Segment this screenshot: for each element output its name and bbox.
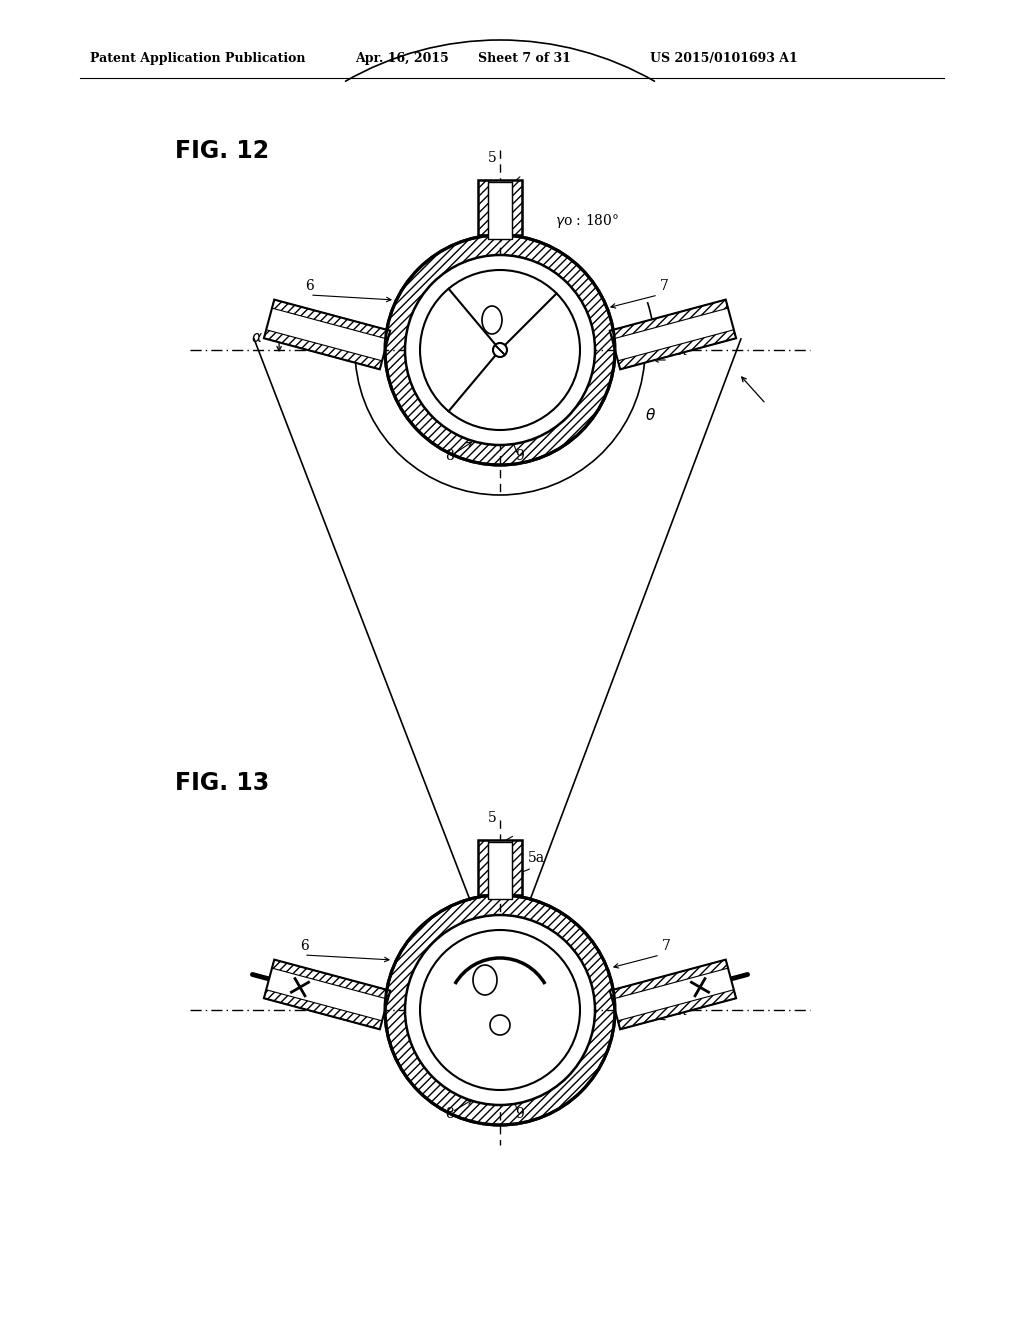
Circle shape (406, 255, 595, 445)
Bar (512, 840, 522, 895)
Text: 5: 5 (488, 810, 497, 825)
Text: 9: 9 (515, 1107, 523, 1121)
Text: $\beta$: $\beta$ (492, 949, 504, 972)
Polygon shape (264, 960, 390, 1030)
Polygon shape (610, 960, 736, 1030)
Bar (478, 840, 488, 895)
Text: 4R: 4R (668, 1005, 687, 1018)
Text: 4R: 4R (668, 345, 687, 358)
Text: FIG. 13: FIG. 13 (175, 771, 269, 795)
Polygon shape (610, 300, 736, 370)
Circle shape (490, 1015, 510, 1035)
Circle shape (493, 343, 507, 356)
Text: Sheet 7 of 31: Sheet 7 of 31 (478, 51, 570, 65)
Ellipse shape (473, 965, 497, 995)
Text: $\alpha$: $\alpha$ (251, 331, 263, 346)
Text: Apr. 16, 2015: Apr. 16, 2015 (355, 51, 449, 65)
Text: FIG. 12: FIG. 12 (175, 139, 269, 162)
Text: 8: 8 (445, 449, 454, 463)
Bar (488, 842, 512, 899)
Bar (478, 840, 522, 895)
Circle shape (420, 931, 580, 1090)
Circle shape (420, 271, 580, 430)
Bar (512, 180, 522, 235)
Text: 5a: 5a (528, 851, 545, 865)
Text: 8: 8 (445, 1107, 454, 1121)
Text: Patent Application Publication: Patent Application Publication (90, 51, 305, 65)
Text: US 2015/0101693 A1: US 2015/0101693 A1 (650, 51, 798, 65)
Text: 4L: 4L (295, 983, 313, 998)
Text: 5: 5 (488, 150, 497, 165)
Bar (478, 180, 488, 235)
Text: 7: 7 (660, 279, 669, 293)
Circle shape (406, 915, 595, 1105)
Text: 9: 9 (515, 449, 523, 463)
Text: 6: 6 (305, 279, 313, 293)
Text: 6: 6 (300, 939, 309, 953)
Text: $\gamma$o : 180°: $\gamma$o : 180° (555, 213, 620, 230)
Bar (478, 180, 522, 235)
Polygon shape (264, 300, 390, 370)
Text: 7: 7 (662, 939, 671, 953)
Text: 4L: 4L (300, 323, 318, 338)
Text: $\theta$: $\theta$ (645, 407, 656, 422)
Ellipse shape (482, 306, 502, 334)
Bar (488, 182, 512, 239)
